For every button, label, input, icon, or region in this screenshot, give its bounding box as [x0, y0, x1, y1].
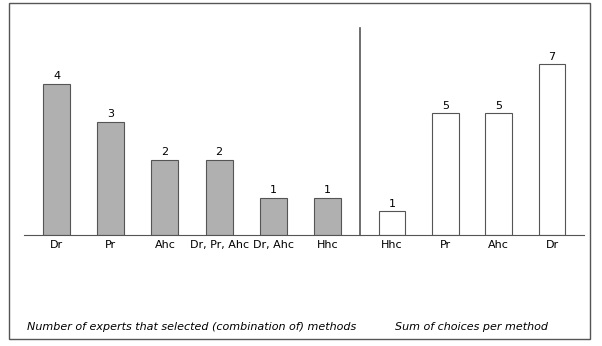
Text: 4: 4 [53, 71, 60, 81]
Text: 5: 5 [495, 101, 502, 111]
Text: 5: 5 [442, 101, 449, 111]
Text: Sum of choices per method: Sum of choices per method [396, 322, 548, 333]
Bar [43, 84, 70, 235]
Bar [206, 160, 233, 235]
Text: Number of experts that selected (combination of) methods: Number of experts that selected (combina… [28, 322, 356, 333]
Text: 1: 1 [388, 199, 396, 209]
Bar [260, 198, 287, 235]
Text: 2: 2 [161, 147, 169, 157]
Text: 1: 1 [324, 184, 331, 194]
Bar [314, 198, 341, 235]
Bar [379, 211, 405, 235]
Bar [98, 122, 125, 235]
Text: 2: 2 [216, 147, 223, 157]
Bar [152, 160, 179, 235]
Text: 1: 1 [270, 184, 277, 194]
Bar [432, 113, 459, 235]
Text: 7: 7 [548, 52, 556, 62]
Text: 3: 3 [107, 109, 114, 119]
Bar [485, 113, 512, 235]
Bar [539, 64, 565, 235]
